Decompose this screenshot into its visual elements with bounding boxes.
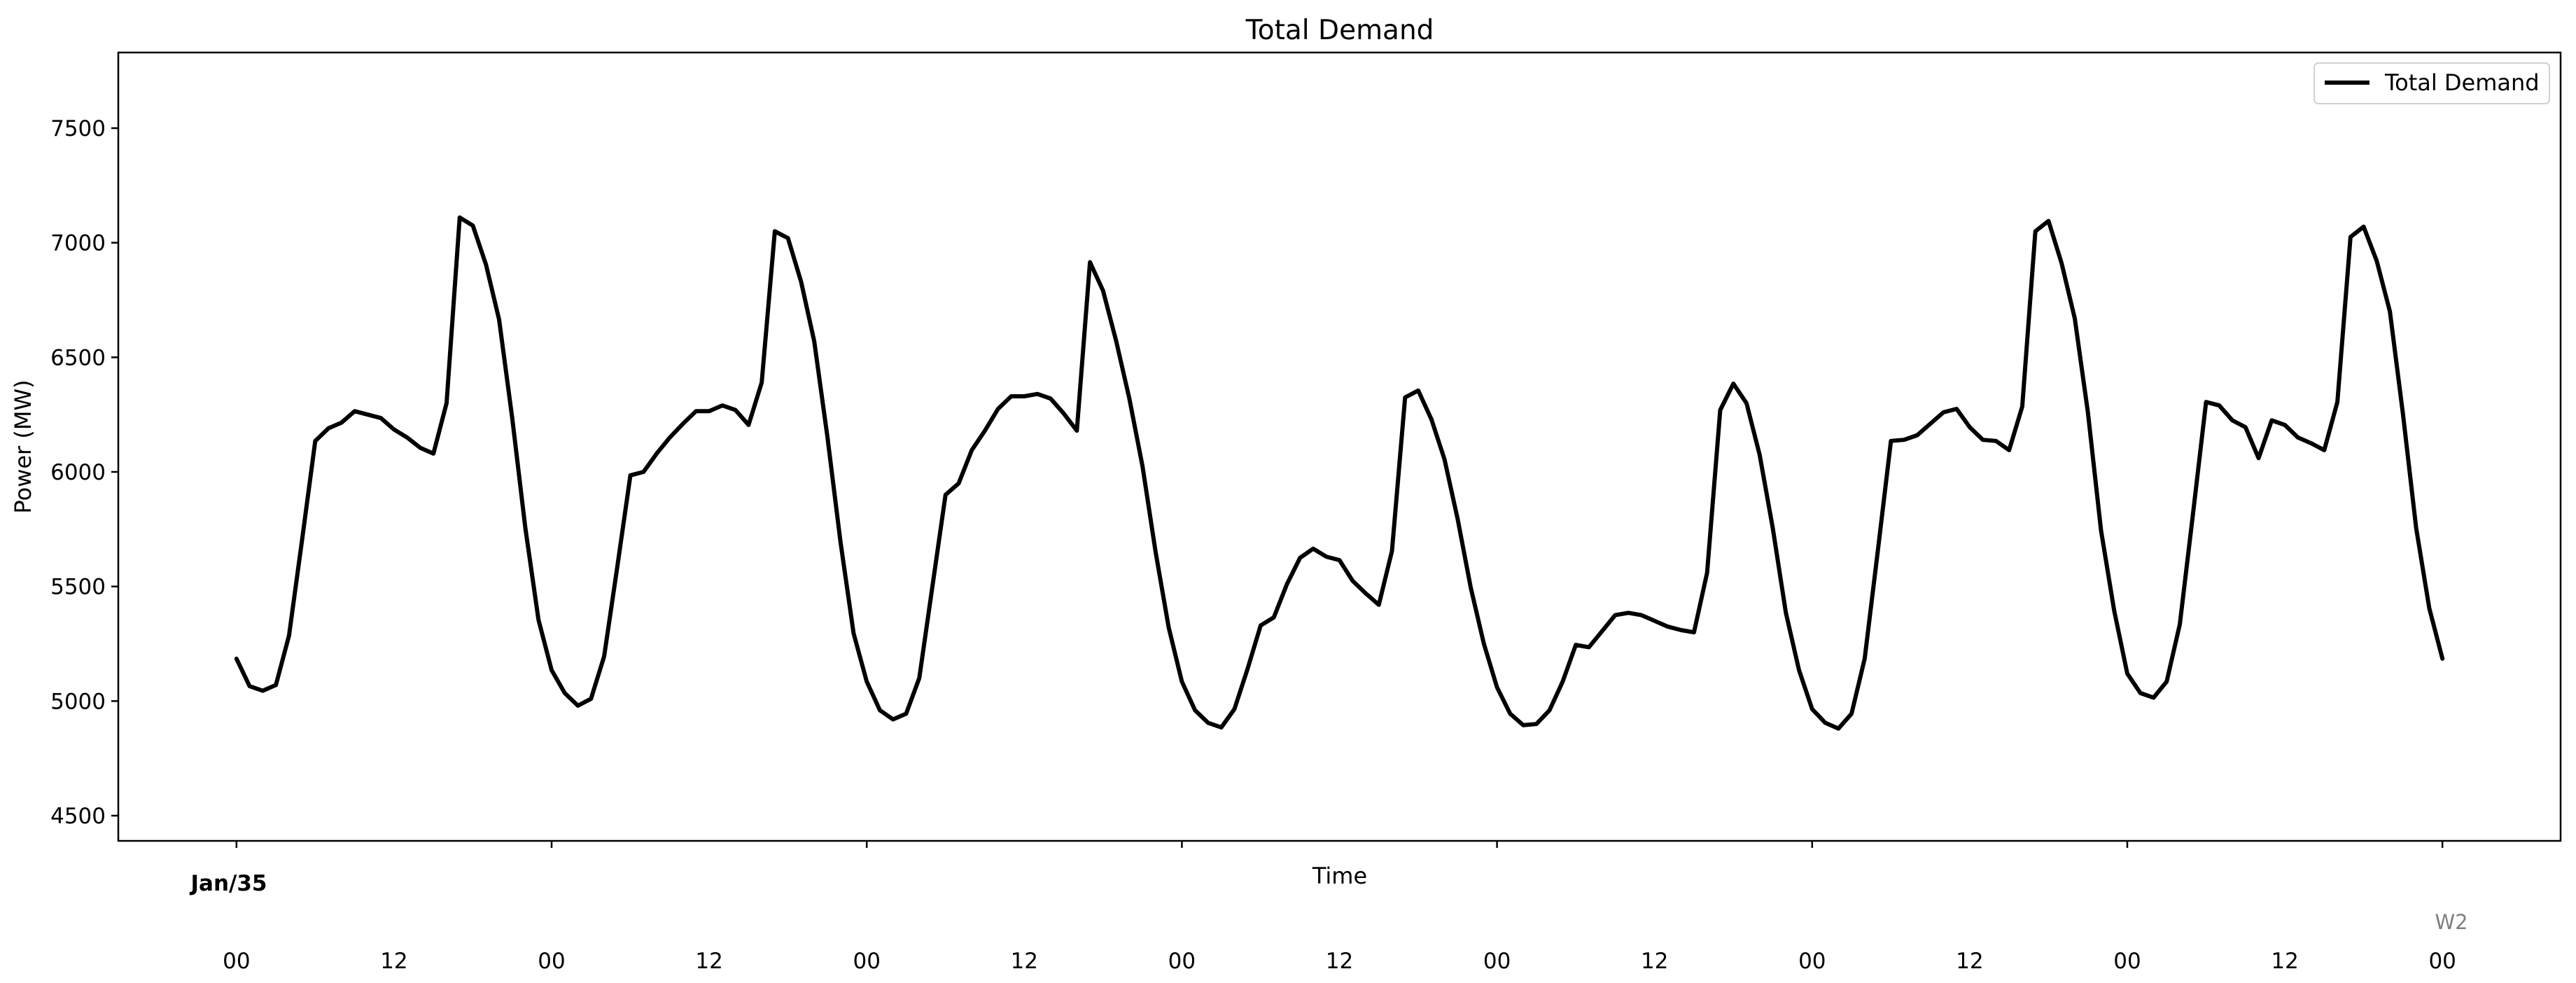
x-tick-label: 00 [853,949,880,974]
x-tick-label: 12 [1326,949,1353,974]
y-axis-ticks: 4500 5000 5500 6000 6500 7000 7500 [50,116,118,829]
week-label: W2 [2435,910,2468,934]
date-label: Jan/35 [190,871,267,896]
x-tick-label: 12 [1956,949,1983,974]
y-tick-label: 5500 [50,575,106,600]
x-tick-label: 00 [2428,949,2456,974]
legend: Total Demand [2314,62,2550,104]
x-tick-label: 12 [1011,949,1038,974]
y-tick-label: 7500 [50,116,106,141]
x-tick-label: 12 [380,949,407,974]
x-tick-label: 00 [538,949,565,974]
y-tick-label: 6500 [50,345,106,370]
x-axis-ticks: 00 12 00 12 00 12 00 12 00 12 00 12 00 12 00 [223,841,2456,974]
x-tick-label: 00 [1798,949,1826,974]
y-tick-label: 5000 [50,689,106,714]
x-tick-label: 00 [223,949,250,974]
x-tick-label: 00 [2113,949,2141,974]
series-layer [234,215,2445,731]
x-tick-label: 12 [1641,949,1668,974]
chart-title: Total Demand [1245,15,1434,46]
x-axis-label: Time [1312,863,1367,889]
x-tick-label: 12 [2271,949,2298,974]
plot-frame [117,51,2562,842]
y-tick-label: 4500 [50,804,106,829]
y-axis-label: Power (MW) [10,379,36,513]
legend-entry-total-demand: Total Demand [2384,69,2540,96]
x-tick-label: 00 [1168,949,1196,974]
x-tick-label: 00 [1483,949,1511,974]
x-tick-label: 12 [695,949,722,974]
legend-box [2314,62,2550,104]
y-tick-label: 6000 [50,460,106,485]
series-line-total-demand [234,215,2445,731]
y-tick-label: 7000 [50,231,106,256]
